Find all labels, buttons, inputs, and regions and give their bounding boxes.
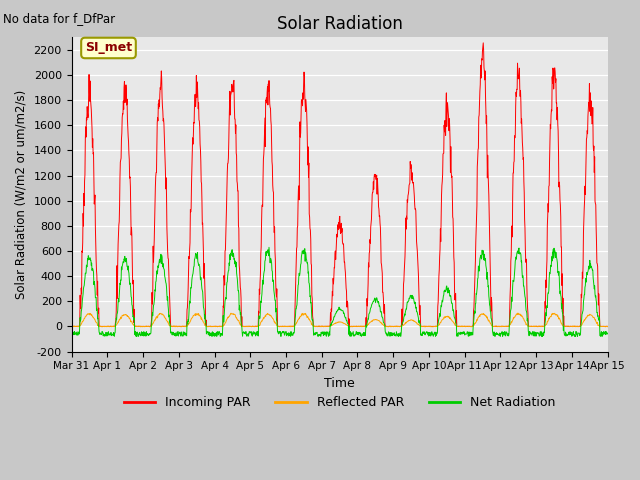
Line: Incoming PAR: Incoming PAR (72, 43, 608, 326)
Reflected PAR (423, 324, 431, 329)
Net Radiation (541, 323, 548, 329)
Incoming PAR (493, 324, 501, 329)
Line: Reflected PAR: Reflected PAR (72, 313, 608, 327)
Reflected PAR (68, 324, 76, 330)
Incoming PAR (541, 324, 548, 329)
Net Radiation (174, 329, 182, 335)
X-axis label: Time: Time (324, 377, 355, 390)
Net Radiation (538, 334, 545, 339)
Net Radiation (68, 330, 76, 336)
Reflected PAR (421, 324, 429, 330)
Reflected PAR (604, 324, 612, 330)
Net Radiation (265, 244, 273, 250)
Reflected PAR (514, 310, 522, 316)
Net Radiation (187, 285, 195, 290)
Text: SI_met: SI_met (85, 41, 132, 54)
Line: Net Radiation: Net Radiation (72, 247, 608, 336)
Net Radiation (493, 331, 501, 337)
Reflected PAR (187, 317, 195, 323)
Net Radiation (604, 330, 612, 336)
Incoming PAR (604, 324, 612, 329)
Title: Solar Radiation: Solar Radiation (276, 15, 403, 33)
Reflected PAR (247, 324, 255, 329)
Legend: Incoming PAR, Reflected PAR, Net Radiation: Incoming PAR, Reflected PAR, Net Radiati… (118, 391, 561, 414)
Net Radiation (247, 329, 255, 335)
Incoming PAR (423, 324, 431, 329)
Y-axis label: Solar Radiation (W/m2 or um/m2/s): Solar Radiation (W/m2 or um/m2/s) (15, 90, 28, 299)
Net Radiation (423, 330, 431, 336)
Incoming PAR (479, 40, 487, 46)
Reflected PAR (541, 323, 548, 329)
Reflected PAR (493, 324, 501, 329)
Incoming PAR (174, 324, 182, 329)
Reflected PAR (174, 324, 182, 330)
Incoming PAR (68, 324, 76, 329)
Text: No data for f_DfPar: No data for f_DfPar (3, 12, 115, 25)
Incoming PAR (247, 324, 255, 329)
Incoming PAR (187, 209, 195, 215)
